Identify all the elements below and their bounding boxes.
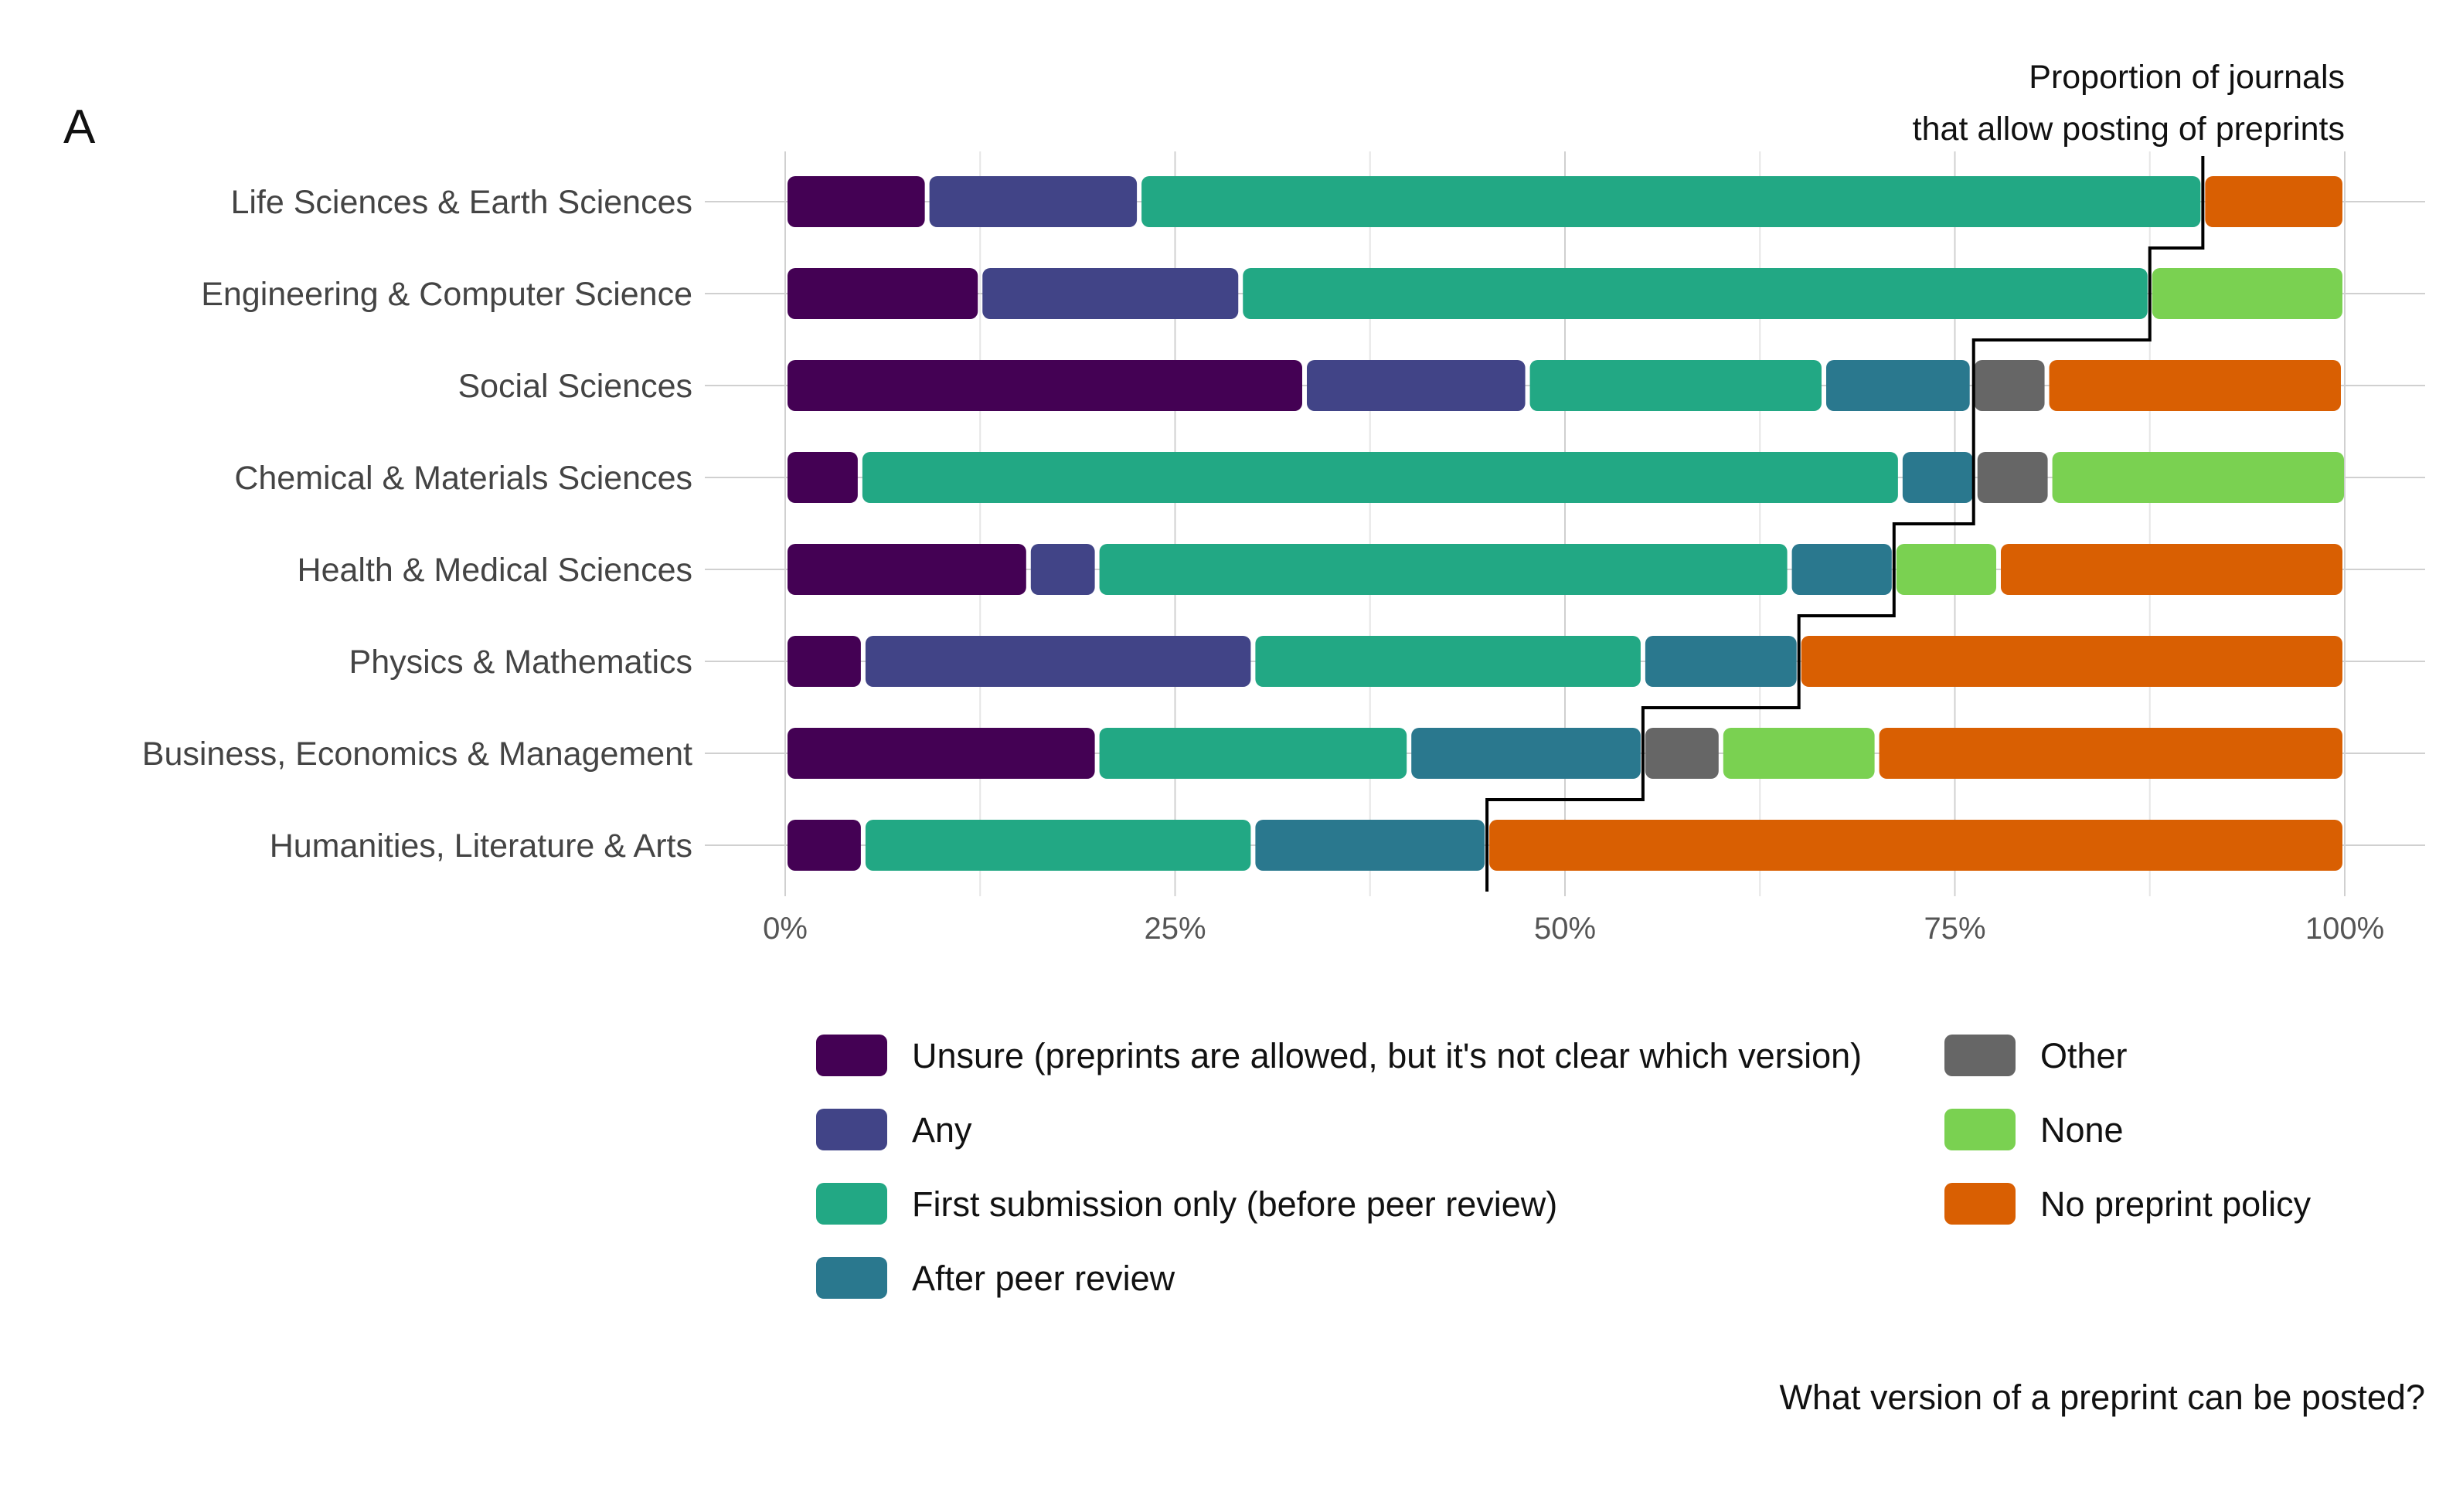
legend-label: First submission only (before peer revie… — [912, 1184, 1557, 1224]
bar-segment — [862, 452, 1898, 503]
legend: Unsure (preprints are allowed, but it's … — [816, 1035, 2312, 1299]
category-label: Business, Economics & Management — [142, 736, 692, 773]
category-label: Physics & Mathematics — [349, 644, 692, 681]
bar-segment — [788, 360, 1302, 411]
bar-segment — [2152, 268, 2342, 319]
bar-segment — [788, 268, 978, 319]
bar-segment — [1255, 820, 1485, 871]
bar-segment — [2049, 360, 2341, 411]
legend-swatch — [816, 1257, 887, 1299]
bar-segment — [982, 268, 1239, 319]
bar-segment — [1977, 452, 2048, 503]
bar-segment — [1645, 728, 1719, 779]
bar-segment — [1099, 728, 1407, 779]
legend-swatch — [816, 1109, 887, 1150]
annotation-line-1: Proportion of journals — [2029, 59, 2345, 96]
legend-swatch — [1944, 1183, 2016, 1225]
proportion-step-path — [1485, 156, 2205, 892]
x-tick-label: 0% — [763, 912, 808, 946]
x-tick-label: 50% — [1534, 912, 1596, 946]
legend-caption: What version of a preprint can be posted… — [1780, 1378, 2426, 1417]
category-label: Health & Medical Sciences — [298, 552, 692, 589]
category-labels: Life Sciences & Earth Sciences Engineerin… — [142, 184, 692, 865]
bar-segments — [788, 176, 2345, 871]
bar-segment — [2205, 176, 2342, 227]
bar-segment — [1974, 360, 2045, 411]
proportion-step-line — [1485, 156, 2205, 892]
bar-segment — [929, 176, 1138, 227]
bar-segment — [1141, 176, 2201, 227]
bar-segment — [788, 728, 1095, 779]
category-label: Chemical & Materials Sciences — [234, 460, 692, 497]
legend-swatch — [816, 1035, 887, 1076]
grid-lines — [705, 151, 2425, 896]
legend-label: None — [2040, 1110, 2124, 1150]
bar-segment — [788, 452, 858, 503]
bar-segment — [788, 544, 1026, 595]
bar-segment — [1645, 636, 1797, 687]
legend-swatch — [816, 1183, 887, 1225]
panel-label: A — [63, 100, 96, 154]
legend-label: Any — [912, 1110, 972, 1150]
bar-segment — [788, 820, 861, 871]
legend-label: Other — [2040, 1036, 2128, 1075]
annotation-line-2: that allow posting of preprints — [1913, 110, 2345, 148]
legend-label: Unsure (preprints are allowed, but it's … — [912, 1036, 1862, 1075]
bar-segment — [1030, 544, 1095, 595]
bar-segment — [1529, 360, 1822, 411]
bar-segment — [1791, 544, 1892, 595]
bar-segment — [1902, 452, 1973, 503]
x-tick-label: 25% — [1144, 912, 1206, 946]
x-tick-labels: 0% 25% 50% 75% 100% — [763, 912, 2384, 946]
bar-segment — [1099, 544, 1788, 595]
legend-swatch — [1944, 1109, 2016, 1150]
bar-segment — [1411, 728, 1641, 779]
bar-segment — [1243, 268, 2148, 319]
bar-segment — [1723, 728, 1875, 779]
bar-segment — [2001, 544, 2342, 595]
x-tick-label: 75% — [1924, 912, 1985, 946]
bar-segment — [1879, 728, 2342, 779]
bar-segment — [1489, 820, 2342, 871]
bar-segment — [1306, 360, 1526, 411]
legend-swatch — [1944, 1035, 2016, 1076]
bar-segment — [1255, 636, 1641, 687]
bar-segment — [2052, 452, 2345, 503]
bar-segment — [1825, 360, 1970, 411]
bar-segment — [788, 176, 925, 227]
category-label: Life Sciences & Earth Sciences — [230, 184, 692, 221]
x-tick-label: 100% — [2305, 912, 2384, 946]
category-label: Social Sciences — [458, 368, 692, 405]
bar-segment — [1801, 636, 2342, 687]
legend-label: No preprint policy — [2040, 1184, 2312, 1224]
bar-segment — [865, 820, 1251, 871]
bar-segment — [788, 636, 861, 687]
category-label: Engineering & Computer Science — [201, 276, 692, 313]
legend-label: After peer review — [912, 1259, 1175, 1298]
category-label: Humanities, Literature & Arts — [270, 827, 692, 865]
bar-segment — [1896, 544, 1997, 595]
bar-segment — [865, 636, 1251, 687]
